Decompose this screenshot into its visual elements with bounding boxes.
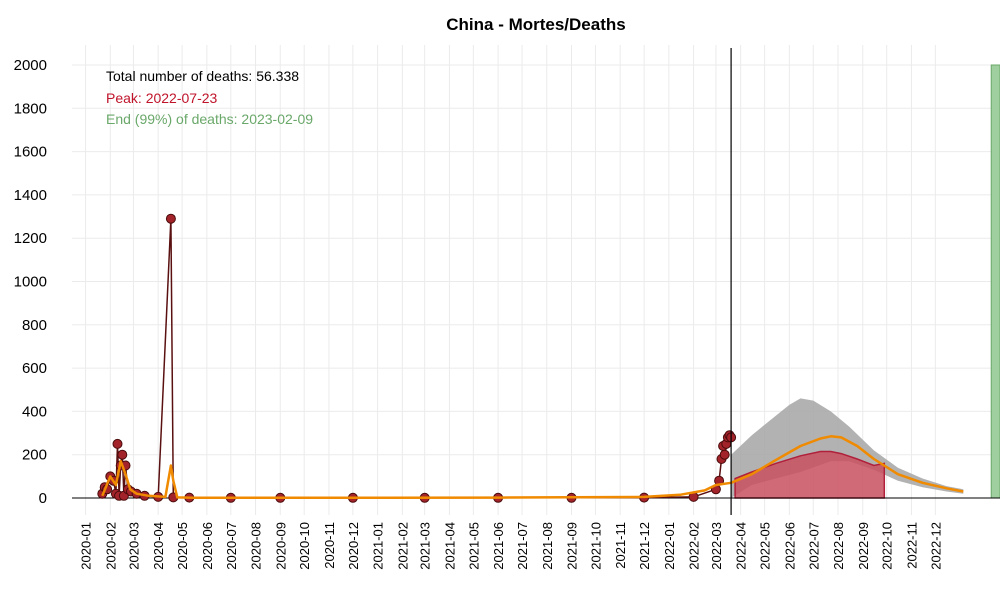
observed-point (165, 213, 176, 224)
annotation-total-deaths: Total number of deaths: 56.338 (106, 68, 299, 84)
y-tick-label: 1600 (14, 144, 47, 161)
y-tick-label: 800 (22, 317, 47, 334)
forecast-central-area (734, 450, 886, 499)
observed-series (97, 213, 737, 503)
x-tick-label: 2022-10 (880, 522, 895, 570)
x-tick-label: 2020-04 (151, 522, 166, 570)
x-tick-label: 2021-10 (588, 522, 603, 570)
x-tick-label: 2021-06 (491, 522, 506, 570)
x-tick-label: 2022-02 (687, 522, 702, 570)
x-tick-label: 2020-06 (200, 522, 215, 570)
end-of-deaths-band (990, 64, 1000, 499)
x-tick-label: 2021-11 (613, 522, 628, 569)
x-tick-label: 2022-04 (734, 522, 749, 570)
y-tick-label: 200 (22, 447, 47, 464)
annotation-peak-date: Peak: 2022-07-23 (106, 90, 218, 106)
x-tick-label: 2022-08 (831, 522, 846, 570)
x-tick-label: 2021-07 (515, 522, 530, 570)
y-tick-label: 1800 (14, 100, 47, 117)
forecast-area (731, 398, 964, 499)
y-tick-label: 400 (22, 403, 47, 420)
grid (72, 45, 1000, 515)
x-tick-label: 2022-07 (806, 522, 821, 570)
smoothed-series (101, 435, 964, 500)
x-tick-label: 2021-04 (442, 522, 457, 570)
y-tick-label: 1000 (14, 274, 47, 291)
x-tick-label: 2021-12 (637, 522, 652, 570)
x-tick-label: 2020-07 (224, 522, 239, 570)
observed-line (101, 218, 732, 499)
x-tick-label: 2022-11 (904, 522, 919, 569)
x-tick-label: 2020-08 (249, 522, 264, 570)
x-tick-label: 2021-05 (466, 522, 481, 570)
x-tick-label: 2020-01 (79, 522, 94, 570)
x-tick-label: 2022-12 (928, 522, 943, 570)
x-tick-label: 2021-09 (565, 522, 580, 570)
smoothed-line (101, 435, 964, 500)
x-tick-label: 2020-11 (322, 522, 337, 569)
x-tick-label: 2021-01 (371, 522, 386, 570)
x-tick-label: 2022-03 (709, 522, 724, 570)
x-tick-label: 2022-01 (662, 522, 677, 570)
x-tick-label: 2021-08 (540, 522, 555, 570)
x-tick-label: 2022-09 (856, 522, 871, 570)
y-tick-label: 1400 (14, 187, 47, 204)
x-tick-label: 2021-02 (395, 522, 410, 570)
end-band (990, 64, 1000, 499)
chart-title: China - Mortes/Deaths (446, 15, 625, 34)
x-tick-label: 2020-05 (175, 522, 190, 570)
observed-point (112, 438, 123, 449)
x-tick-label: 2020-10 (297, 522, 312, 570)
x-tick-label: 2022-06 (782, 522, 797, 570)
y-tick-label: 2000 (14, 57, 47, 74)
x-tick-label: 2020-12 (346, 522, 361, 570)
annotation-end-date: End (99%) of deaths: 2023-02-09 (106, 111, 313, 127)
x-tick-label: 2020-09 (273, 522, 288, 570)
x-tick-label: 2022-05 (758, 522, 773, 570)
y-tick-label: 0 (39, 490, 47, 507)
observed-point (117, 449, 128, 460)
x-tick-label: 2021-03 (418, 522, 433, 570)
y-tick-label: 600 (22, 360, 47, 377)
y-tick-label: 1200 (14, 230, 47, 247)
axes: 0 200 400 600 800 1000 1200 1400 1600 1800 2000 202… (14, 57, 1000, 570)
observed-point (719, 449, 730, 460)
x-tick-label: 2020-02 (103, 522, 118, 570)
x-tick-label: 2020-03 (126, 522, 141, 570)
